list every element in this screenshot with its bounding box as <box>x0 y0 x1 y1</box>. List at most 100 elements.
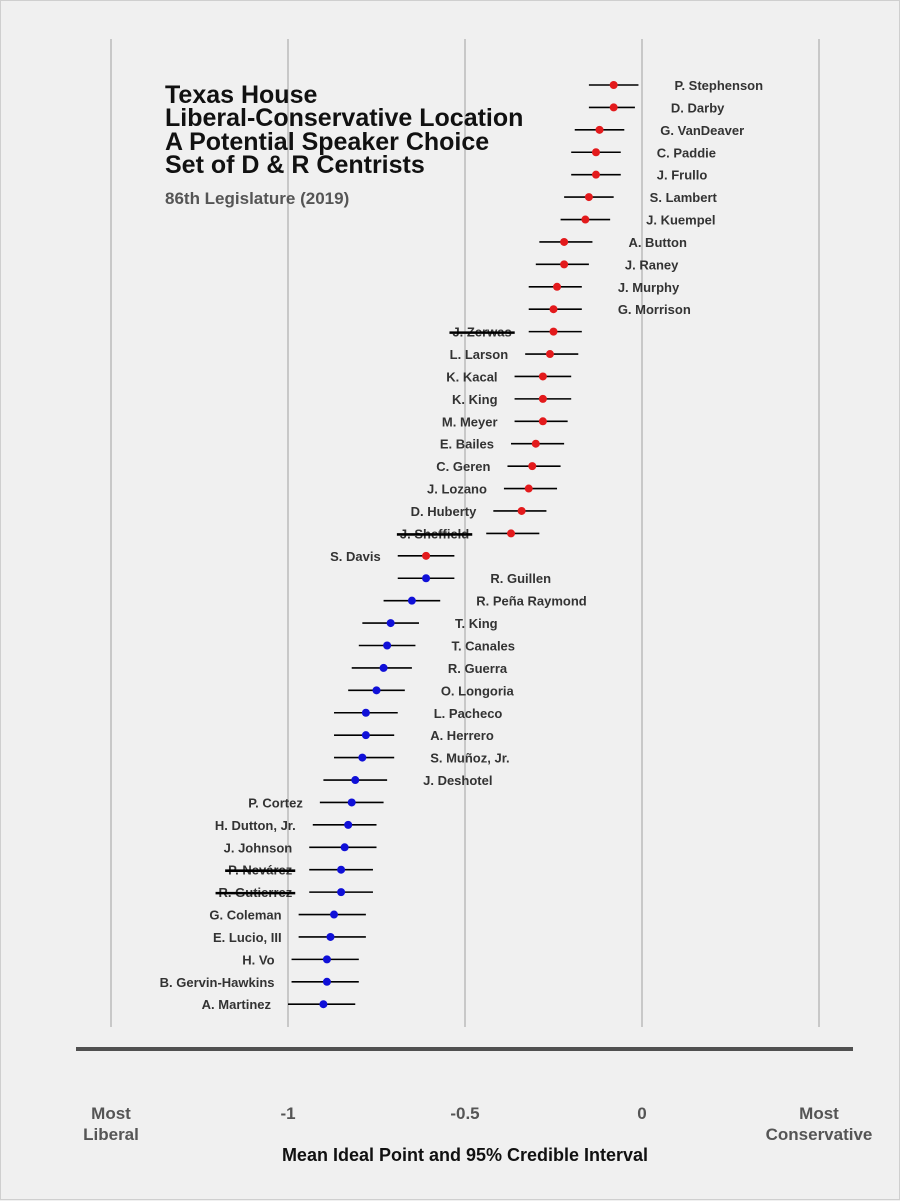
member-name: D. Huberty <box>411 504 478 519</box>
member-row: D. Huberty <box>411 504 547 519</box>
member-name: J. Lozano <box>427 482 487 497</box>
member-name: S. Davis <box>330 549 381 564</box>
member-name: L. Pacheco <box>434 706 503 721</box>
member-name: R. Guillen <box>490 571 551 586</box>
member-row: K. King <box>452 392 572 407</box>
tick-label: Most <box>91 1104 131 1123</box>
member-row: L. Pacheco <box>334 706 502 721</box>
member-row: G. VanDeaver <box>574 123 744 138</box>
member-name: D. Darby <box>671 100 725 115</box>
mean-point <box>319 1000 328 1009</box>
mean-point <box>560 237 569 246</box>
member-name: K. Kacal <box>446 369 497 384</box>
mean-point <box>545 350 554 359</box>
mean-point <box>560 260 569 269</box>
mean-point <box>507 529 516 538</box>
member-row: J. Frullo <box>571 168 707 183</box>
member-row: J. Kuempel <box>560 213 715 228</box>
title-line-3: A Potential Speaker Choice <box>165 128 489 156</box>
mean-point <box>422 551 431 560</box>
tick-label: -1 <box>280 1104 295 1123</box>
mean-point <box>407 596 416 605</box>
mean-point <box>538 394 547 403</box>
member-name: P. Cortez <box>248 795 303 810</box>
member-row: J. Murphy <box>528 280 680 295</box>
member-row: J. Raney <box>535 257 679 272</box>
member-name: A. Martinez <box>202 997 272 1012</box>
member-row: L. Larson <box>450 347 579 362</box>
member-row: R. Guerra <box>351 661 508 676</box>
member-name: P. Stephenson <box>674 78 763 93</box>
mean-point <box>326 932 335 941</box>
chart-subtitle: 86th Legislature (2019) <box>165 189 349 208</box>
mean-point <box>553 282 562 291</box>
member-row: J. Zerwas <box>449 325 582 340</box>
member-name: E. Lucio, III <box>213 930 282 945</box>
member-row: A. Herrero <box>334 728 494 743</box>
member-name: G. Coleman <box>209 908 281 923</box>
member-name: O. Longoria <box>441 683 515 698</box>
member-name: A. Herrero <box>430 728 494 743</box>
gridlines <box>110 39 820 1027</box>
mean-point <box>361 731 370 740</box>
member-name: M. Meyer <box>442 414 498 429</box>
mean-point <box>358 753 367 762</box>
mean-point <box>379 663 388 672</box>
member-name: C. Paddie <box>657 145 716 160</box>
mean-point <box>595 125 604 134</box>
tick-label: -0.5 <box>450 1104 479 1123</box>
member-row: M. Meyer <box>442 414 568 429</box>
member-name: R. Peña Raymond <box>476 594 587 609</box>
member-name: G. VanDeaver <box>660 123 744 138</box>
member-row: P. Cortez <box>248 795 384 810</box>
member-row: J. Sheffield <box>396 526 540 541</box>
member-row: G. Coleman <box>209 908 366 923</box>
member-name: J. Kuempel <box>646 213 715 228</box>
mean-point <box>351 776 360 785</box>
mean-point <box>538 372 547 381</box>
member-name: S. Muñoz, Jr. <box>430 751 509 766</box>
mean-point <box>361 708 370 717</box>
member-row: C. Paddie <box>571 145 716 160</box>
member-row: R. Gutierrez <box>215 885 373 900</box>
mean-point <box>422 574 431 583</box>
member-name: T. King <box>455 616 498 631</box>
member-row: S. Davis <box>330 549 455 564</box>
member-name: K. King <box>452 392 498 407</box>
title-line-2: Liberal-Conservative Location <box>165 104 523 132</box>
mean-point <box>322 955 331 964</box>
member-row: A. Button <box>539 235 687 250</box>
title-line-4: Set of D & R Centrists <box>165 151 425 179</box>
member-row: O. Longoria <box>348 683 515 698</box>
mean-point <box>528 462 537 471</box>
mean-point <box>330 910 339 919</box>
member-row: S. Lambert <box>564 190 718 205</box>
mean-point <box>584 193 593 202</box>
tick-label: Most <box>799 1104 839 1123</box>
mean-point <box>383 641 392 650</box>
tick-label: Conservative <box>766 1125 873 1144</box>
member-row: E. Bailes <box>440 437 565 452</box>
member-row: G. Morrison <box>528 302 691 317</box>
member-row: E. Lucio, III <box>213 930 366 945</box>
member-name: J. Deshotel <box>423 773 492 788</box>
mean-point <box>347 798 356 807</box>
mean-point <box>531 439 540 448</box>
member-name: R. Guerra <box>448 661 508 676</box>
mean-point <box>340 843 349 852</box>
member-row: A. Martinez <box>202 997 356 1012</box>
mean-point <box>591 170 600 179</box>
member-row: J. Deshotel <box>323 773 492 788</box>
mean-point <box>386 619 395 628</box>
mean-point <box>609 81 618 89</box>
member-name: E. Bailes <box>440 437 494 452</box>
member-row: D. Darby <box>588 100 725 115</box>
member-row: J. Lozano <box>427 482 558 497</box>
member-row: B. Gervin-Hawkins <box>160 975 359 990</box>
tick-label: 0 <box>637 1104 646 1123</box>
member-row: H. Dutton, Jr. <box>215 818 377 833</box>
member-row: T. Canales <box>358 639 515 654</box>
mean-point <box>517 506 526 515</box>
member-name: J. Murphy <box>618 280 680 295</box>
